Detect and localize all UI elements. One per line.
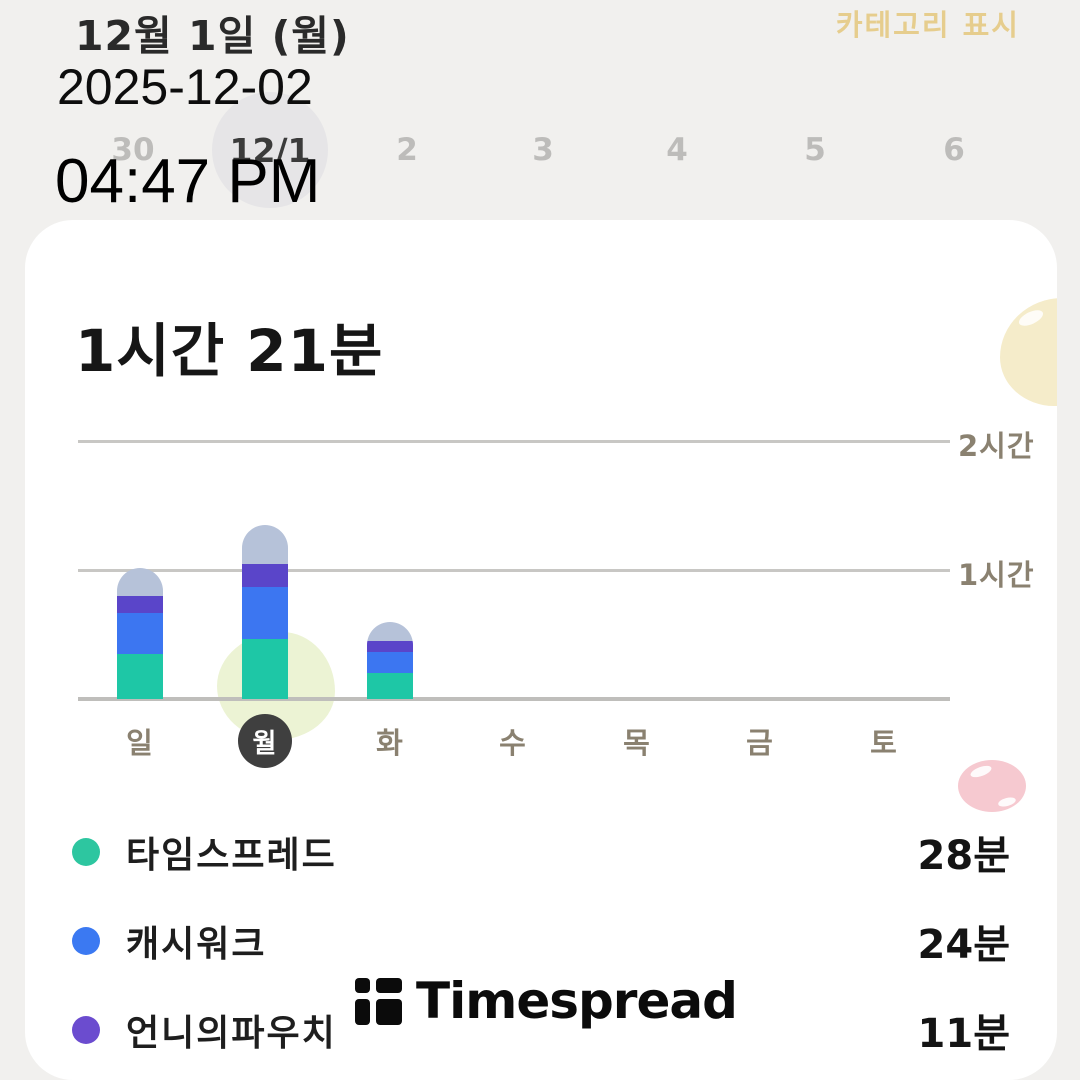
legend-app-minutes: 11분 [917,1011,1010,1057]
date-strip-item-4[interactable]: 4 [666,132,688,168]
bar-segment-other [117,567,163,596]
bar-segment-언니의파우치 [242,563,288,588]
day-label-text: 화 [376,726,404,760]
decor-cream-blob [1000,298,1057,406]
legend-color-dot [72,1016,100,1044]
bar-segment-other [367,621,413,641]
timespread-logo-icon [355,977,402,1025]
legend-item-타임스프레드: 타임스프레드 28분 [72,824,1010,880]
overlay-date-text: 2025-12-02 [57,59,313,115]
usage-bar-월[interactable] [242,524,288,699]
day-label-text: 토 [870,726,898,760]
day-label-text: 목 [623,726,651,760]
day-label-text: 일 [126,726,154,760]
legend-item-캐시워크: 캐시워크 24분 [72,913,1010,969]
gridline-60min [78,569,950,572]
y-axis-label-120min: 2시간 [958,429,1035,463]
day-label-text: 월 [238,714,292,768]
date-strip-item-12-1[interactable]: 12/1 [212,92,328,208]
date-strip-item-5[interactable]: 5 [804,132,826,168]
brand-watermark: Timespread [355,972,738,1030]
decor-pink-blob [958,760,1026,812]
legend-app-minutes: 24분 [917,922,1010,968]
page-title: 12월 1일 (월) [75,12,350,60]
day-label-일[interactable]: 일 [98,713,182,769]
day-label-수[interactable]: 수 [471,713,555,769]
usage-bar-화[interactable] [367,621,413,699]
gridline-120min [78,440,950,443]
usage-bar-일[interactable] [117,567,163,699]
date-strip-item-3[interactable]: 3 [532,132,554,168]
bar-segment-캐시워크 [242,587,288,639]
bar-segment-타임스프레드 [117,653,163,699]
date-strip-item-2[interactable]: 2 [396,132,418,168]
legend-app-name: 타임스프레드 [126,835,337,876]
x-axis-baseline [78,697,950,701]
day-label-월[interactable]: 월 [223,713,307,769]
day-label-토[interactable]: 토 [842,713,926,769]
y-axis-label-60min: 1시간 [958,558,1035,592]
day-label-목[interactable]: 목 [595,713,679,769]
date-strip-item-6[interactable]: 6 [943,132,965,168]
bar-segment-언니의파우치 [117,595,163,613]
legend-color-dot [72,927,100,955]
date-strip: 30 12/1 2 3 4 5 6 [0,0,1080,220]
brand-watermark-label: Timespread [416,972,738,1030]
day-label-금[interactable]: 금 [718,713,802,769]
bar-segment-캐시워크 [117,612,163,654]
legend-color-dot [72,838,100,866]
legend-item-언니의파우치: 언니의파우치 11분 [72,1002,1010,1058]
bar-segment-타임스프레드 [367,673,413,699]
day-label-text: 금 [746,726,774,760]
bar-segment-언니의파우치 [367,640,413,652]
day-label-화[interactable]: 화 [348,713,432,769]
bar-segment-타임스프레드 [242,638,288,699]
bar-segment-other [242,524,288,564]
day-label-text: 수 [499,726,527,760]
bar-segment-캐시워크 [367,651,413,674]
overlay-time-text: 04:47 PM [55,147,321,216]
date-strip-item-30[interactable]: 30 [111,132,155,168]
legend-app-name: 언니의파우치 [126,1013,337,1054]
legend-app-name: 캐시워크 [126,924,267,965]
legend-app-minutes: 28분 [917,833,1010,879]
total-usage-title: 1시간 21분 [75,317,384,385]
category-toggle-button[interactable]: 카테고리 표시 [836,2,1020,44]
